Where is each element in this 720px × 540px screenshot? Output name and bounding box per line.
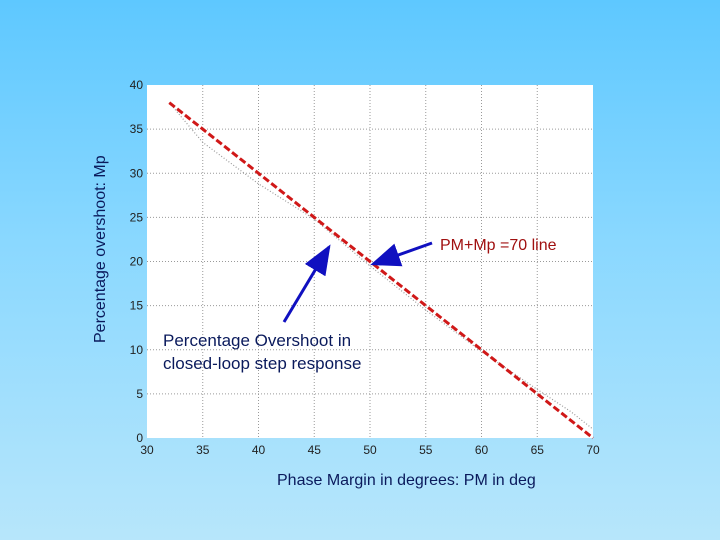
pm-mp-70-line xyxy=(168,101,594,440)
curve-annotation-line2: closed-loop step response xyxy=(163,354,361,373)
y-tick-label: 35 xyxy=(130,122,144,136)
x-tick-label: 50 xyxy=(363,443,377,457)
x-tick-label: 65 xyxy=(531,443,545,457)
x-tick-label: 45 xyxy=(308,443,322,457)
curve-annotation-line1: Percentage Overshoot in xyxy=(163,331,351,350)
y-tick-label: 20 xyxy=(130,255,144,269)
x-tick-label: 55 xyxy=(419,443,433,457)
y-tick-label: 0 xyxy=(136,431,143,445)
ticks: 30 35 40 45 50 55 60 65 70 0 5 10 15 20 25 30 35 40 xyxy=(130,78,600,457)
x-axis-label: Phase Margin in degrees: PM in deg xyxy=(277,472,536,489)
red-line-pointer-arrow xyxy=(370,241,433,267)
x-tick-label: 60 xyxy=(475,443,489,457)
x-tick-label: 30 xyxy=(140,443,154,457)
x-tick-label: 40 xyxy=(252,443,266,457)
y-tick-label: 10 xyxy=(130,343,144,357)
curve-pointer-arrow xyxy=(282,244,331,323)
red-line-annotation: PM+Mp =70 line xyxy=(440,237,557,254)
x-tick-label: 35 xyxy=(196,443,210,457)
y-tick-label: 25 xyxy=(130,210,144,224)
y-tick-label: 5 xyxy=(136,387,143,401)
y-tick-label: 30 xyxy=(130,166,144,180)
x-tick-label: 70 xyxy=(586,443,600,457)
series-layer xyxy=(168,101,594,440)
y-tick-label: 40 xyxy=(130,78,144,92)
y-tick-label: 15 xyxy=(130,299,144,313)
y-axis-label: Percentage overshoot: Mp xyxy=(92,155,109,343)
